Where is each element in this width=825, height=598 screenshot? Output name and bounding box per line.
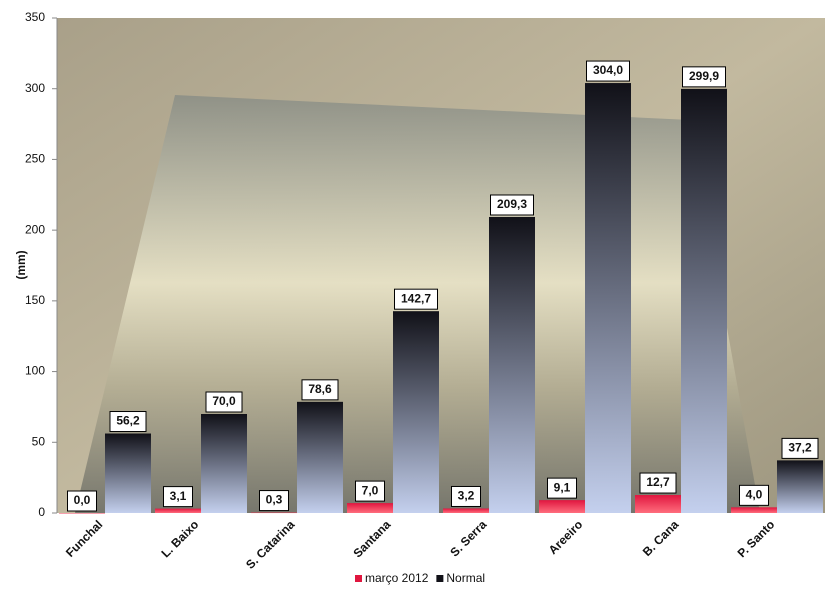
x-tick-label: S. Catarina xyxy=(243,517,297,571)
value-label: 0,3 xyxy=(266,493,283,507)
x-tick-label: Santana xyxy=(350,517,393,560)
bar xyxy=(297,402,343,513)
value-label: 56,2 xyxy=(116,414,140,428)
bar xyxy=(59,513,105,514)
chart: (mm) 0 50 100 150 200 250 300 350 0,0 56,2 Funchal… xyxy=(0,0,825,598)
bar xyxy=(777,460,823,513)
x-tick-label: Funchal xyxy=(63,517,105,559)
bar xyxy=(393,311,439,513)
value-label: 304,0 xyxy=(593,63,623,77)
value-label: 299,9 xyxy=(689,69,719,83)
y-tick-label: 100 xyxy=(25,364,45,378)
y-axis-label: (mm) xyxy=(14,250,28,279)
bar xyxy=(635,495,681,513)
y-tick-label: 350 xyxy=(25,10,45,24)
value-label: 4,0 xyxy=(746,488,763,502)
bar xyxy=(155,509,201,513)
value-label: 78,6 xyxy=(308,382,332,396)
bar xyxy=(251,513,297,514)
value-label: 3,1 xyxy=(170,489,187,503)
x-tick-label: L. Baixo xyxy=(158,517,201,560)
y-tick-label: 0 xyxy=(38,505,45,519)
bar xyxy=(681,89,727,513)
y-tick-label: 200 xyxy=(25,222,45,236)
value-label: 0,0 xyxy=(74,493,91,507)
bar xyxy=(105,434,151,513)
bar xyxy=(201,414,247,513)
value-label: 209,3 xyxy=(497,197,527,211)
value-label: 7,0 xyxy=(362,483,379,497)
bar xyxy=(731,507,777,513)
y-tick-label: 150 xyxy=(25,293,45,307)
x-tick-label: S. Serra xyxy=(447,517,489,559)
legend-label: Normal xyxy=(446,571,485,585)
x-tick-label: P. Santo xyxy=(735,517,778,560)
bar xyxy=(585,83,631,513)
page: (mm) 0 50 100 150 200 250 300 350 0,0 56,2 Funchal… xyxy=(0,0,825,598)
bar xyxy=(443,508,489,513)
legend-label: março 2012 xyxy=(365,571,429,585)
bar xyxy=(539,500,585,513)
value-label: 9,1 xyxy=(554,480,571,494)
bar xyxy=(489,217,535,513)
value-label: 12,7 xyxy=(646,475,670,489)
value-label: 142,7 xyxy=(401,291,431,305)
x-tick-label: B. Cana xyxy=(640,517,682,559)
legend-swatch xyxy=(355,575,362,582)
x-tick-label: Areeiro xyxy=(546,517,586,557)
value-label: 70,0 xyxy=(212,394,236,408)
value-label: 37,2 xyxy=(788,441,812,455)
legend-swatch xyxy=(436,575,443,582)
y-tick-label: 300 xyxy=(25,81,45,95)
y-tick-label: 250 xyxy=(25,152,45,166)
bar xyxy=(347,503,393,513)
y-tick-label: 50 xyxy=(32,434,46,448)
value-label: 3,2 xyxy=(458,489,475,503)
